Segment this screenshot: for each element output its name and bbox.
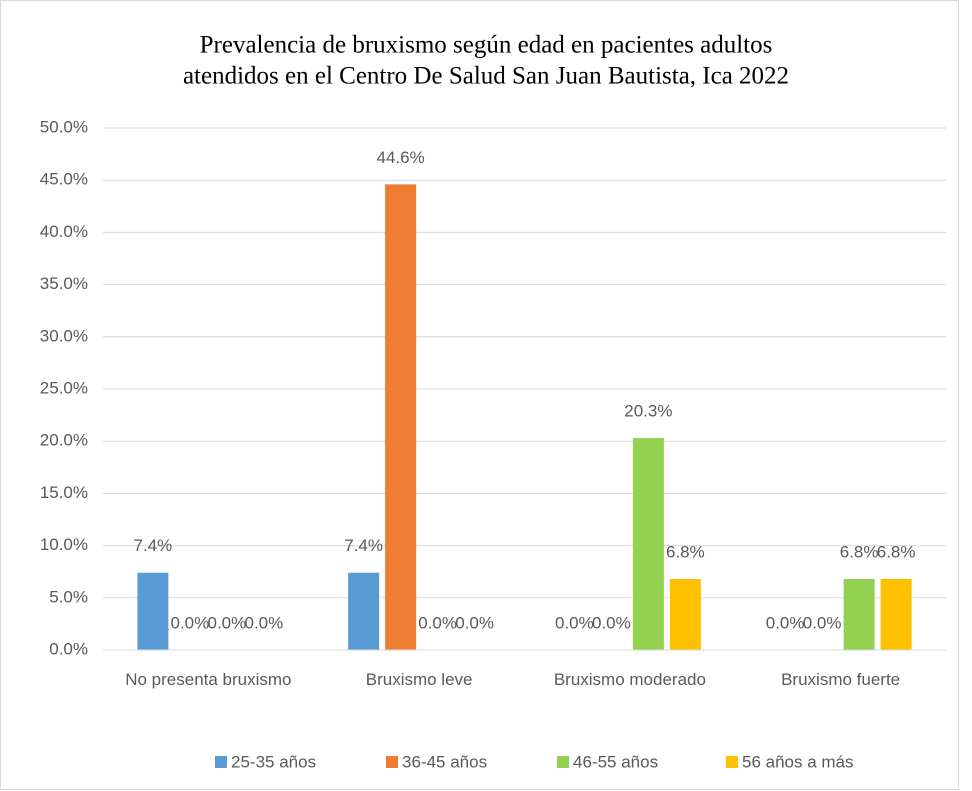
legend-swatch <box>726 756 738 768</box>
y-tick-label: 30.0% <box>40 326 88 345</box>
data-label: 6.8% <box>666 542 705 561</box>
y-tick-label: 35.0% <box>40 274 88 293</box>
bar <box>880 579 912 650</box>
data-label: 44.6% <box>377 148 425 167</box>
bar <box>385 184 417 650</box>
bar <box>348 572 380 650</box>
data-label: 6.8% <box>840 542 879 561</box>
y-tick-label: 45.0% <box>40 170 88 189</box>
y-tick-label: 40.0% <box>40 222 88 241</box>
data-label: 0.0% <box>171 613 210 632</box>
x-tick-label: No presenta bruxismo <box>125 670 292 689</box>
y-tick-label: 10.0% <box>40 535 88 554</box>
legend-swatch <box>386 756 398 768</box>
bar <box>843 579 875 650</box>
legend-label: 56 años a más <box>742 752 854 771</box>
chart-title: Prevalencia de bruxismo según edad en pa… <box>200 32 773 59</box>
data-label: 0.0% <box>803 613 842 632</box>
data-label: 0.0% <box>418 613 457 632</box>
y-tick-label: 20.0% <box>40 431 88 450</box>
data-label: 7.4% <box>344 536 383 555</box>
data-label: 0.0% <box>592 613 631 632</box>
legend-swatch <box>215 756 227 768</box>
y-tick-label: 0.0% <box>49 639 88 658</box>
data-label: 0.0% <box>455 613 494 632</box>
data-label: 0.0% <box>245 613 284 632</box>
bar <box>669 579 701 650</box>
x-tick-label: Bruxismo leve <box>365 670 473 689</box>
legend-swatch <box>557 756 569 768</box>
chart-title: atendidos en el Centro De Salud San Juan… <box>183 63 789 90</box>
bar <box>632 438 664 650</box>
x-tick-label: Bruxismo fuerte <box>781 670 901 689</box>
data-label: 20.3% <box>624 402 672 421</box>
y-tick-label: 5.0% <box>49 587 88 606</box>
bar <box>137 572 169 650</box>
data-label: 0.0% <box>555 613 594 632</box>
x-tick-label: Bruxismo moderado <box>553 670 706 689</box>
legend-label: 46-55 años <box>573 752 658 771</box>
data-label: 0.0% <box>766 613 805 632</box>
y-tick-label: 50.0% <box>40 117 88 136</box>
legend-label: 25-35 años <box>231 752 316 771</box>
y-tick-label: 15.0% <box>40 483 88 502</box>
data-label: 0.0% <box>208 613 247 632</box>
data-label: 7.4% <box>134 536 173 555</box>
data-label: 6.8% <box>877 542 916 561</box>
y-tick-label: 25.0% <box>40 378 88 397</box>
legend-label: 36-45 años <box>402 752 487 771</box>
